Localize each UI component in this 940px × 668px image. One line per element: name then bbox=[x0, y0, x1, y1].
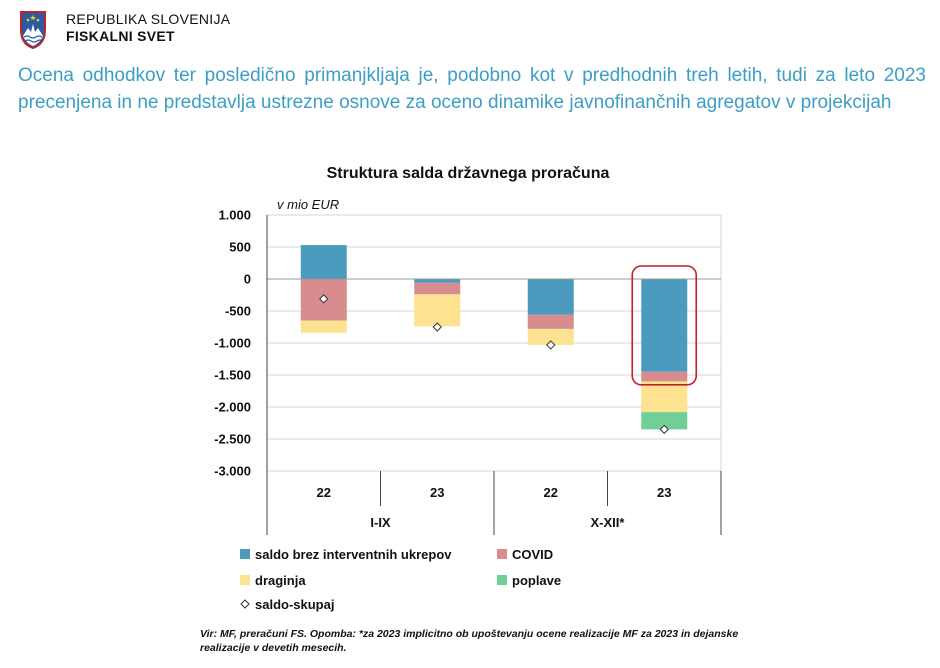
unit-label: v mio EUR bbox=[277, 197, 339, 212]
y-tick-label: -3.000 bbox=[214, 464, 251, 479]
y-tick-label: -2.000 bbox=[214, 400, 251, 415]
saldo-skupaj-marker bbox=[659, 424, 669, 435]
legend-label-covid: COVID bbox=[512, 547, 553, 562]
legend-label-saldo-skupaj: saldo-skupaj bbox=[255, 597, 334, 612]
y-tick-label: -1.000 bbox=[214, 336, 251, 351]
x-tick-label: 23 bbox=[657, 485, 671, 500]
bar-segment-draginja bbox=[300, 320, 347, 333]
x-group-label: I-IX bbox=[370, 515, 391, 530]
bar-segment-covid bbox=[641, 371, 688, 382]
institution-name: REPUBLIKA SLOVENIJA FISKALNI SVET bbox=[66, 11, 230, 44]
bar-segment-draginja bbox=[641, 381, 688, 413]
bar-segment-draginja bbox=[414, 294, 461, 327]
institution-line-1: REPUBLIKA SLOVENIJA bbox=[66, 11, 231, 27]
header: REPUBLIKA SLOVENIJA FISKALNI SVET bbox=[18, 6, 230, 50]
legend-swatch-covid bbox=[497, 549, 507, 559]
institution-line-2: FISKALNI SVET bbox=[66, 28, 175, 44]
bar-segment-saldo bbox=[300, 245, 347, 279]
saldo-skupaj-marker bbox=[432, 322, 442, 332]
saldo-skupaj-marker bbox=[319, 294, 329, 304]
legend-swatch-poplave bbox=[497, 575, 507, 585]
legend-label-saldo: saldo brez interventnih ukrepov bbox=[255, 547, 452, 562]
bar-segment-poplave bbox=[641, 412, 688, 430]
bar-segment-covid bbox=[527, 314, 574, 329]
y-tick-label: -1.500 bbox=[214, 368, 251, 383]
x-tick-label: 22 bbox=[544, 485, 558, 500]
source-note: Vir: MF, preračuni FS. Opomba: *za 2023 … bbox=[200, 628, 739, 654]
saldo-skupaj-marker bbox=[546, 340, 556, 350]
legend-marker-saldo-skupaj bbox=[240, 599, 250, 609]
legend-swatch-draginja bbox=[240, 575, 250, 585]
slovenian-coat-of-arms-icon bbox=[20, 11, 46, 50]
y-tick-label: 0 bbox=[244, 272, 251, 287]
headline: Ocena odhodkov ter posledično primanjklj… bbox=[18, 65, 926, 113]
y-tick-label: -2.500 bbox=[214, 432, 251, 447]
y-tick-label: -500 bbox=[225, 304, 251, 319]
legend-label-poplave: poplave bbox=[512, 573, 561, 588]
bar-segment-covid bbox=[414, 282, 461, 295]
y-tick-label: 1.000 bbox=[218, 208, 251, 223]
legend-swatch-saldo bbox=[240, 549, 250, 559]
bar-segment-draginja bbox=[527, 328, 574, 345]
bar-segment-saldo bbox=[527, 279, 574, 315]
x-tick-label: 22 bbox=[317, 485, 331, 500]
highlight-box bbox=[631, 265, 698, 386]
chart-title: Struktura salda državnega proračuna bbox=[327, 165, 610, 182]
x-tick-label: 23 bbox=[430, 485, 444, 500]
legend-label-draginja: draginja bbox=[255, 573, 306, 588]
bar-segment-saldo bbox=[641, 279, 688, 372]
y-tick-label: 500 bbox=[229, 240, 251, 255]
bar-segment-saldo bbox=[414, 279, 461, 283]
x-group-label: X-XII* bbox=[591, 515, 626, 530]
